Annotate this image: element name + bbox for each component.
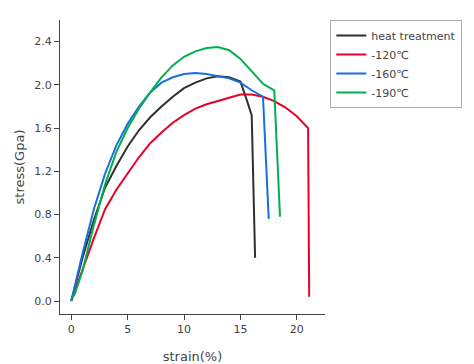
svg-text:15: 15: [233, 323, 247, 336]
svg-text:0.0: 0.0: [34, 295, 52, 308]
svg-text:20: 20: [290, 323, 304, 336]
svg-text:5: 5: [124, 323, 131, 336]
svg-text:0.8: 0.8: [34, 208, 52, 221]
svg-text:10: 10: [177, 323, 191, 336]
svg-text:2.0: 2.0: [34, 79, 52, 92]
svg-text:-120℃: -120℃: [371, 49, 408, 62]
svg-text:0: 0: [68, 323, 75, 336]
svg-text:1.2: 1.2: [34, 165, 52, 178]
svg-text:stress(Gpa): stress(Gpa): [12, 130, 27, 205]
svg-text:1.6: 1.6: [34, 122, 52, 135]
svg-text:2.4: 2.4: [34, 35, 52, 48]
svg-text:heat treatment: heat treatment: [371, 30, 455, 43]
svg-text:strain(%): strain(%): [163, 349, 223, 364]
svg-text:0.4: 0.4: [34, 252, 52, 265]
svg-text:-190℃: -190℃: [371, 87, 408, 100]
svg-text:-160℃: -160℃: [371, 68, 408, 81]
